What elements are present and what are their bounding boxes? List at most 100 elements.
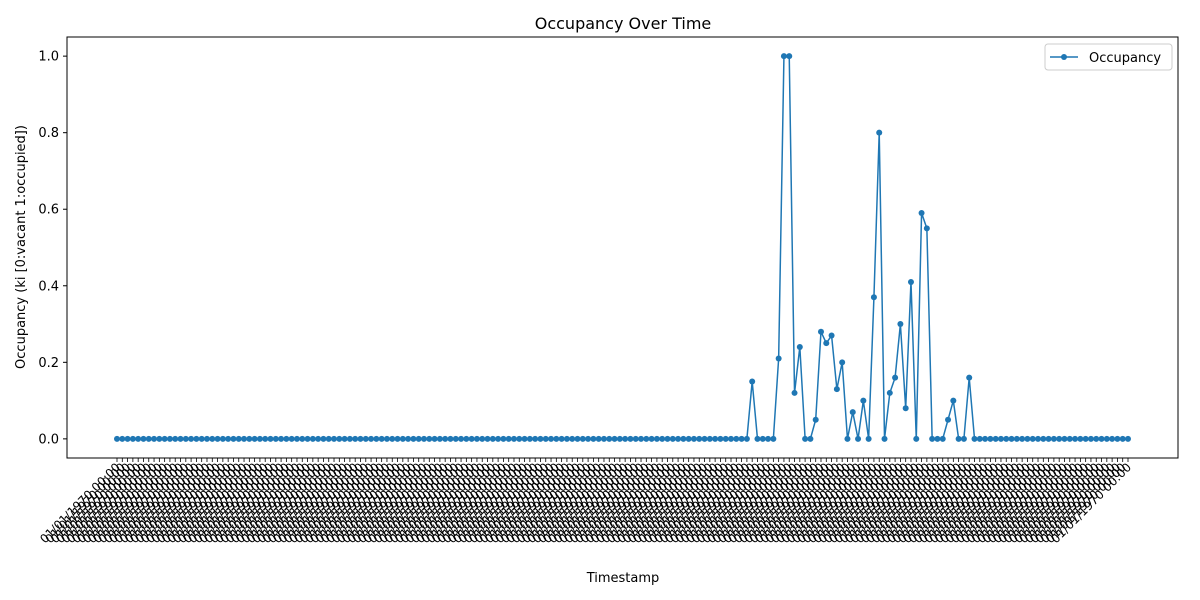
data-point: [728, 435, 735, 442]
data-point: [701, 435, 708, 442]
data-point: [812, 416, 819, 423]
data-point: [1103, 435, 1110, 442]
data-point: [579, 435, 586, 442]
data-point: [627, 435, 634, 442]
data-point: [447, 435, 454, 442]
y-tick-label: 0.0: [38, 432, 59, 447]
data-point: [1098, 435, 1105, 442]
data-point: [1050, 435, 1057, 442]
data-point: [754, 435, 761, 442]
data-point: [203, 435, 210, 442]
data-point: [675, 435, 682, 442]
data-point: [696, 435, 703, 442]
data-point: [241, 435, 248, 442]
data-point: [500, 435, 507, 442]
data-point: [124, 435, 131, 442]
data-point: [563, 435, 570, 442]
data-point: [844, 435, 851, 442]
y-axis-label: Occupancy (ki [0:vacant 1:occupied]): [14, 125, 29, 369]
data-point: [897, 321, 904, 328]
data-point: [1093, 435, 1100, 442]
data-point: [166, 435, 173, 442]
chart-title: Occupancy Over Time: [535, 14, 712, 33]
data-point: [870, 294, 877, 301]
data-point: [336, 435, 343, 442]
data-point: [955, 435, 962, 442]
data-point: [1019, 435, 1026, 442]
data-point: [786, 53, 793, 60]
data-point: [304, 435, 311, 442]
data-point: [177, 435, 184, 442]
data-point: [992, 435, 999, 442]
data-point: [997, 435, 1004, 442]
data-point: [415, 435, 422, 442]
data-point: [389, 435, 396, 442]
data-point: [368, 435, 375, 442]
data-point: [802, 435, 809, 442]
data-point: [1072, 435, 1079, 442]
data-point: [923, 225, 930, 232]
data-point: [817, 328, 824, 335]
data-point: [357, 435, 364, 442]
data-point: [468, 435, 475, 442]
data-point: [574, 435, 581, 442]
data-point: [156, 435, 163, 442]
data-point: [219, 435, 226, 442]
data-point: [235, 435, 242, 442]
data-point: [902, 405, 909, 412]
data-point: [1109, 435, 1116, 442]
data-point: [315, 435, 322, 442]
data-point: [262, 435, 269, 442]
data-point: [214, 435, 221, 442]
data-point: [362, 435, 369, 442]
data-point: [225, 435, 232, 442]
data-point: [876, 129, 883, 136]
data-point: [320, 435, 327, 442]
data-point: [823, 340, 830, 347]
data-point: [161, 435, 168, 442]
data-point: [1119, 435, 1126, 442]
data-point: [532, 435, 539, 442]
data-point: [1003, 435, 1010, 442]
y-tick-label: 0.8: [38, 126, 59, 141]
data-point: [442, 435, 449, 442]
data-point: [855, 435, 862, 442]
data-point: [182, 435, 189, 442]
data-point: [505, 435, 512, 442]
data-point: [722, 435, 729, 442]
data-point: [516, 435, 523, 442]
data-point: [378, 435, 385, 442]
data-point: [796, 344, 803, 351]
data-point: [431, 435, 438, 442]
data-point: [976, 435, 983, 442]
data-point: [780, 53, 787, 60]
data-point: [193, 435, 200, 442]
data-point: [939, 435, 946, 442]
data-point: [288, 435, 295, 442]
data-point: [293, 435, 300, 442]
data-point: [648, 435, 655, 442]
data-point: [172, 435, 179, 442]
data-point: [463, 435, 470, 442]
data-point: [585, 435, 592, 442]
legend-box: [1044, 43, 1173, 71]
data-point: [653, 435, 660, 442]
data-point: [638, 435, 645, 442]
data-point: [114, 435, 120, 442]
data-point: [1082, 435, 1089, 442]
data-point: [743, 435, 750, 442]
data-point: [770, 435, 777, 442]
data-point: [749, 378, 756, 385]
data-point: [590, 435, 597, 442]
data-point: [1077, 435, 1084, 442]
data-point: [299, 435, 306, 442]
data-point: [775, 355, 782, 362]
data-point: [246, 435, 253, 442]
data-point: [611, 435, 618, 442]
data-point: [1008, 435, 1015, 442]
data-point: [331, 435, 338, 442]
data-point: [807, 435, 814, 442]
legend-label: Occupancy: [1089, 51, 1161, 66]
data-point: [929, 435, 936, 442]
data-point: [1125, 435, 1131, 442]
